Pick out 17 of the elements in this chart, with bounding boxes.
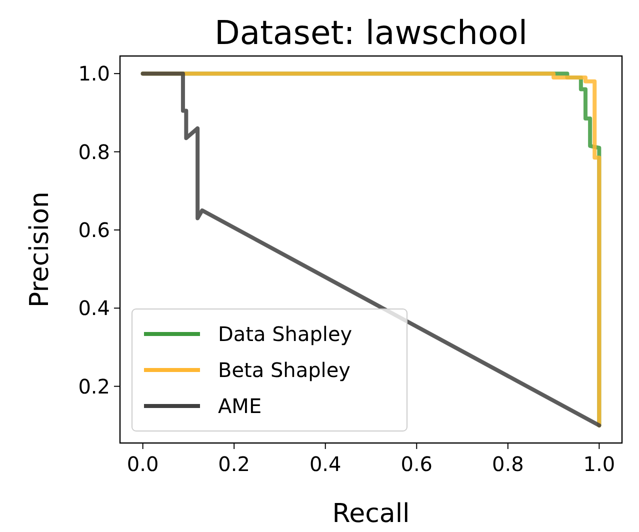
x-tick-label: 1.0 — [583, 452, 616, 476]
x-tick-label: 0.0 — [126, 452, 159, 476]
y-tick-label: 0.6 — [78, 218, 110, 242]
x-axis-title: Recall — [332, 499, 410, 529]
legend-label: Data Shapley — [218, 322, 352, 346]
legend-label: Beta Shapley — [218, 358, 351, 382]
y-tick-label: 0.8 — [78, 140, 110, 164]
x-tick-label: 0.6 — [400, 452, 433, 476]
x-tick-label: 0.2 — [218, 452, 250, 476]
y-axis-title: Precision — [25, 191, 55, 308]
y-tick-label: 1.0 — [78, 62, 110, 86]
x-tick-label: 0.4 — [309, 452, 342, 476]
chart-title: Dataset: lawschool — [214, 13, 528, 52]
y-tick-label: 0.4 — [78, 296, 110, 320]
y-tick-label: 0.2 — [78, 374, 110, 398]
legend-label: AME — [218, 394, 262, 418]
x-tick-label: 0.8 — [492, 452, 524, 476]
